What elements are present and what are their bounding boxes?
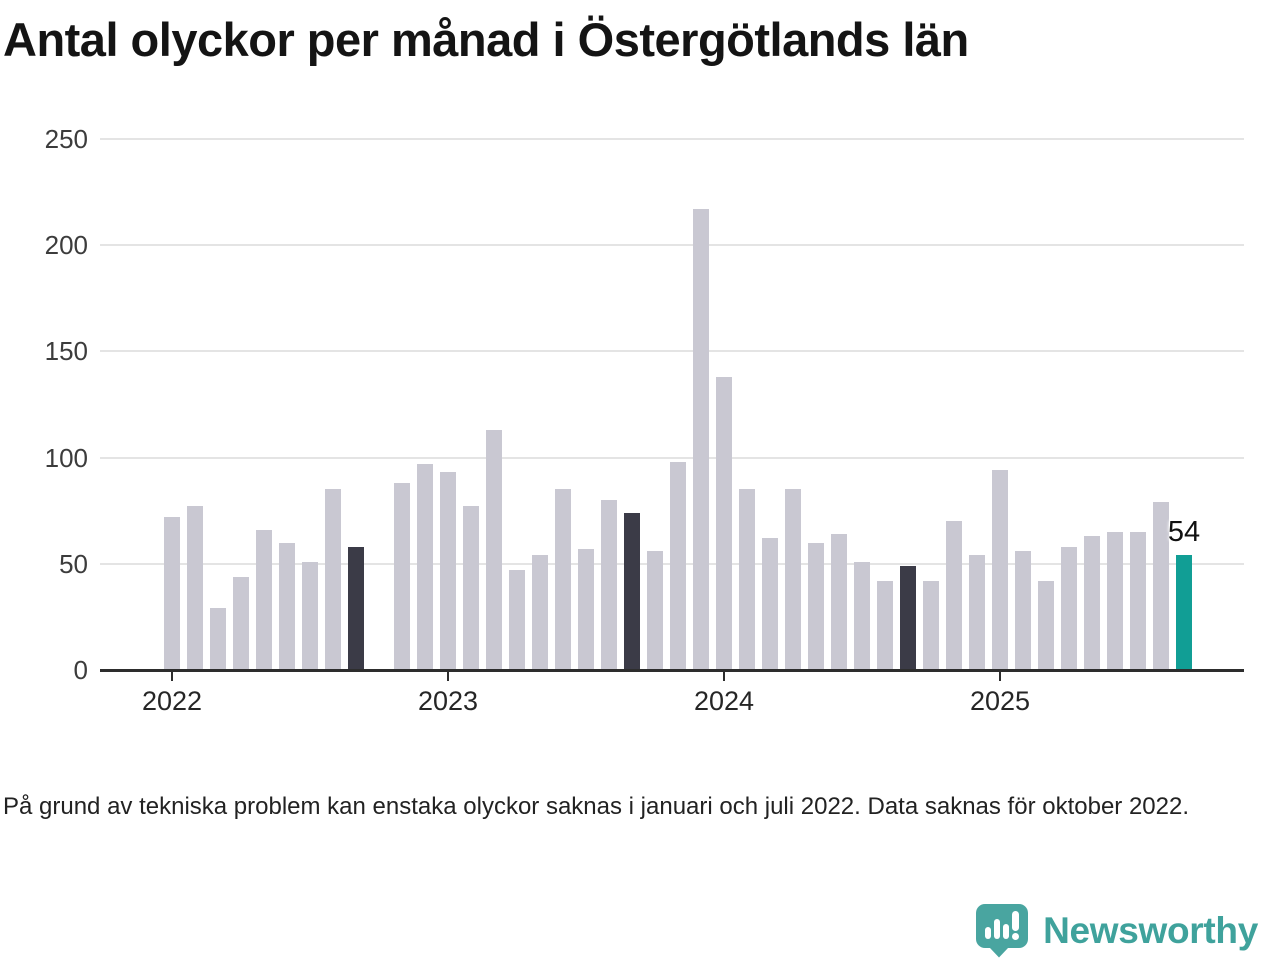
current-value-label: 54 bbox=[1167, 516, 1201, 549]
bar-2024-09 bbox=[900, 565, 916, 670]
bar-2025-04 bbox=[1061, 546, 1077, 670]
bar-2025-05 bbox=[1084, 536, 1100, 670]
x-tick-mark-2024 bbox=[723, 672, 725, 681]
bar-2024-12 bbox=[969, 555, 985, 670]
bar-2023-01 bbox=[440, 472, 456, 670]
bar-2023-12 bbox=[693, 209, 709, 670]
bar-2025-02 bbox=[1015, 551, 1031, 670]
bar-2024-01 bbox=[716, 376, 732, 670]
bar-2025-07 bbox=[1130, 531, 1146, 670]
y-tick-label-200: 200 bbox=[44, 230, 88, 261]
gridline-250 bbox=[100, 138, 1244, 140]
x-tick-mark-2023 bbox=[447, 672, 449, 681]
bar-2024-10 bbox=[923, 580, 939, 670]
y-tick-label-100: 100 bbox=[44, 442, 88, 473]
bar-2024-04 bbox=[785, 489, 801, 670]
footnote-text: På grund av tekniska problem kan enstaka… bbox=[3, 793, 1190, 820]
bar-2022-11 bbox=[394, 483, 410, 670]
bar-2024-05 bbox=[808, 542, 824, 670]
y-tick-label-250: 250 bbox=[44, 124, 88, 154]
bar-2025-08 bbox=[1153, 502, 1169, 670]
x-tick-mark-2022 bbox=[171, 672, 173, 681]
brand-name: Newsworthy bbox=[1043, 909, 1258, 951]
bar-2022-05 bbox=[256, 529, 272, 670]
bar-2022-01 bbox=[164, 517, 180, 670]
y-tick-label-50: 50 bbox=[59, 548, 88, 579]
bar-2023-02 bbox=[463, 506, 479, 670]
bar-2023-03 bbox=[486, 429, 502, 670]
x-tick-mark-2025 bbox=[999, 672, 1001, 681]
newsworthy-logo: Newsworthy bbox=[975, 903, 1258, 958]
bar-2022-07 bbox=[302, 561, 318, 670]
bar-2023-05 bbox=[532, 555, 548, 670]
bar-2024-06 bbox=[831, 534, 847, 670]
bar-2024-03 bbox=[762, 538, 778, 670]
x-tick-label-2022: 2022 bbox=[141, 686, 203, 716]
gridline-150 bbox=[100, 350, 1244, 353]
bar-2023-04 bbox=[509, 570, 525, 670]
bar-2024-11 bbox=[946, 521, 962, 670]
bar-chart-plot: 0 50 100 150 200 250 2022 2023 2024 2025 54 bbox=[44, 124, 1244, 716]
x-tick-label-2025: 2025 bbox=[969, 686, 1031, 716]
bar-2022-02 bbox=[187, 506, 203, 670]
bar-2022-08 bbox=[325, 489, 341, 670]
bar-2023-06 bbox=[555, 489, 571, 670]
bar-2025-06 bbox=[1107, 531, 1123, 670]
y-tick-label-0: 0 bbox=[73, 655, 88, 685]
bar-2025-03 bbox=[1038, 580, 1054, 670]
bar-2022-03 bbox=[210, 608, 226, 670]
bar-2024-02 bbox=[739, 489, 755, 670]
bar-2023-10 bbox=[647, 551, 663, 670]
gridline-200 bbox=[100, 244, 1244, 247]
x-axis-line bbox=[100, 669, 1244, 672]
chart-title: Antal olyckor per månad i Östergötlands … bbox=[3, 13, 969, 66]
bar-chart-exclamation-badge-icon bbox=[976, 904, 1029, 958]
bar-2022-04 bbox=[233, 576, 249, 670]
y-tick-label-150: 150 bbox=[44, 336, 88, 367]
bar-2024-07 bbox=[854, 561, 870, 670]
x-tick-label-2023: 2023 bbox=[417, 686, 479, 716]
bar-2022-06 bbox=[279, 542, 295, 670]
bar-2023-09 bbox=[624, 512, 640, 670]
bar-2024-08 bbox=[877, 580, 893, 670]
x-tick-label-2024: 2024 bbox=[693, 686, 755, 716]
bar-2023-11 bbox=[670, 461, 686, 670]
gridline-100 bbox=[100, 456, 1244, 459]
bar-2025-09 bbox=[1176, 555, 1192, 670]
bar-2023-08 bbox=[601, 500, 617, 670]
badge-shape bbox=[976, 904, 1029, 958]
bar-2025-01 bbox=[992, 470, 1008, 670]
bar-2022-09 bbox=[348, 546, 364, 670]
bar-2023-07 bbox=[578, 548, 594, 670]
bar-2022-12 bbox=[417, 463, 433, 670]
